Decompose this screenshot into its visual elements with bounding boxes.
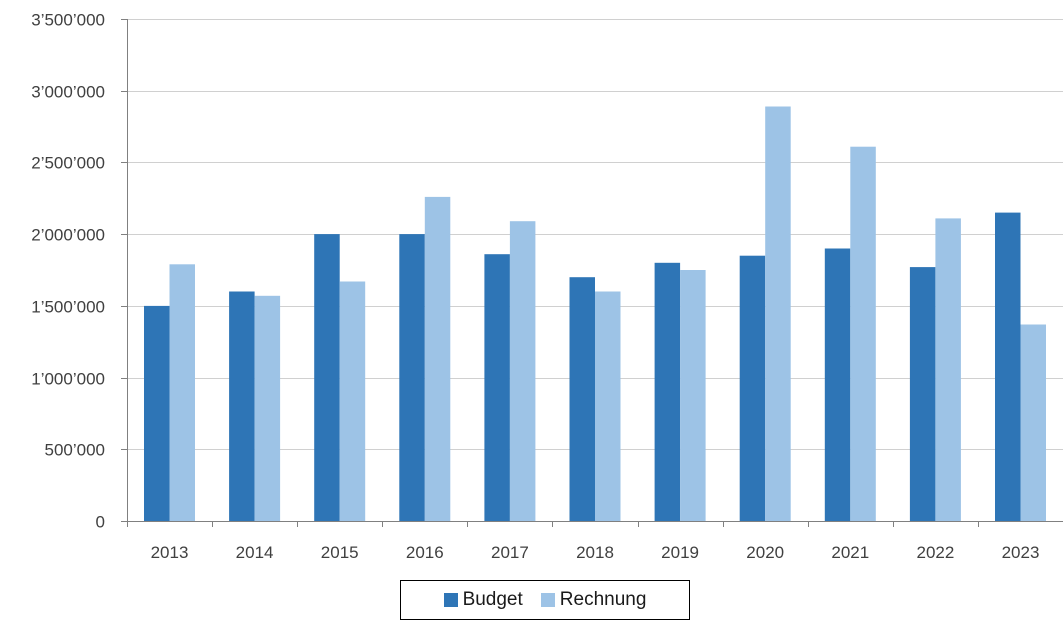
legend-swatch-budget [443,593,458,607]
bar-rechnung-2019 [680,270,706,521]
axes [121,19,1063,527]
x-tick-label: 2016 [406,543,444,562]
x-tick-label: 2018 [576,543,614,562]
x-tick-label: 2017 [491,543,529,562]
bar-budget-2013 [144,305,170,521]
legend-label-rechnung: Rechnung [559,589,647,610]
y-tick-label: 1’000’000 [31,370,105,389]
bar-rechnung-2015 [339,281,366,521]
bar-rechnung-2018 [595,291,621,521]
y-tick-label: 3’000’000 [31,83,105,102]
legend-label-budget: Budget [462,589,523,610]
x-tick-label: 2022 [916,543,954,562]
bar-rechnung-2014 [254,295,281,521]
y-tick-label: 0 [96,513,105,532]
bar-rechnung-2020 [765,106,791,521]
legend-item-budget: Budget [443,589,523,611]
x-tick-label: 2023 [1002,543,1040,562]
y-tick-label: 2’000’000 [31,226,105,245]
x-tick-label: 2015 [321,543,359,562]
x-tick-label: 2019 [661,543,699,562]
legend: Budget Rechnung [400,580,690,620]
bar-budget-2017 [484,254,510,521]
x-tick-label: 2020 [746,543,784,562]
x-tick-label: 2014 [236,543,274,562]
bar-rechnung-2021 [850,146,876,521]
y-tick-label: 3’500’000 [31,11,105,30]
bar-budget-2014 [229,291,255,521]
bar-budget-2021 [824,248,851,521]
bar-budget-2018 [569,277,595,521]
legend-item-rechnung: Rechnung [540,589,647,611]
bar-budget-2016 [399,234,425,521]
bar-budget-2015 [314,234,340,521]
y-tick-label: 500’000 [44,441,105,460]
x-tick-label: 2021 [831,543,869,562]
bar-rechnung-2023 [1020,324,1046,521]
bar-rechnung-2017 [509,221,536,521]
x-tick-label: 2013 [151,543,189,562]
y-tick-label: 1’500’000 [31,298,105,317]
legend-swatch-rechnung [540,593,555,607]
bar-budget-2019 [654,262,681,521]
bar-rechnung-2013 [169,264,195,521]
bar-budget-2022 [909,267,936,521]
bars [144,106,1046,521]
bar-budget-2020 [739,255,766,521]
bar-budget-2023 [995,212,1021,521]
bar-rechnung-2022 [935,218,961,521]
bar-rechnung-2016 [424,196,451,521]
y-tick-label: 2’500’000 [31,154,105,173]
tick-labels: 0 500’000 1’000’000 1’500’000 2’000’000 2’500… [31,11,1039,563]
